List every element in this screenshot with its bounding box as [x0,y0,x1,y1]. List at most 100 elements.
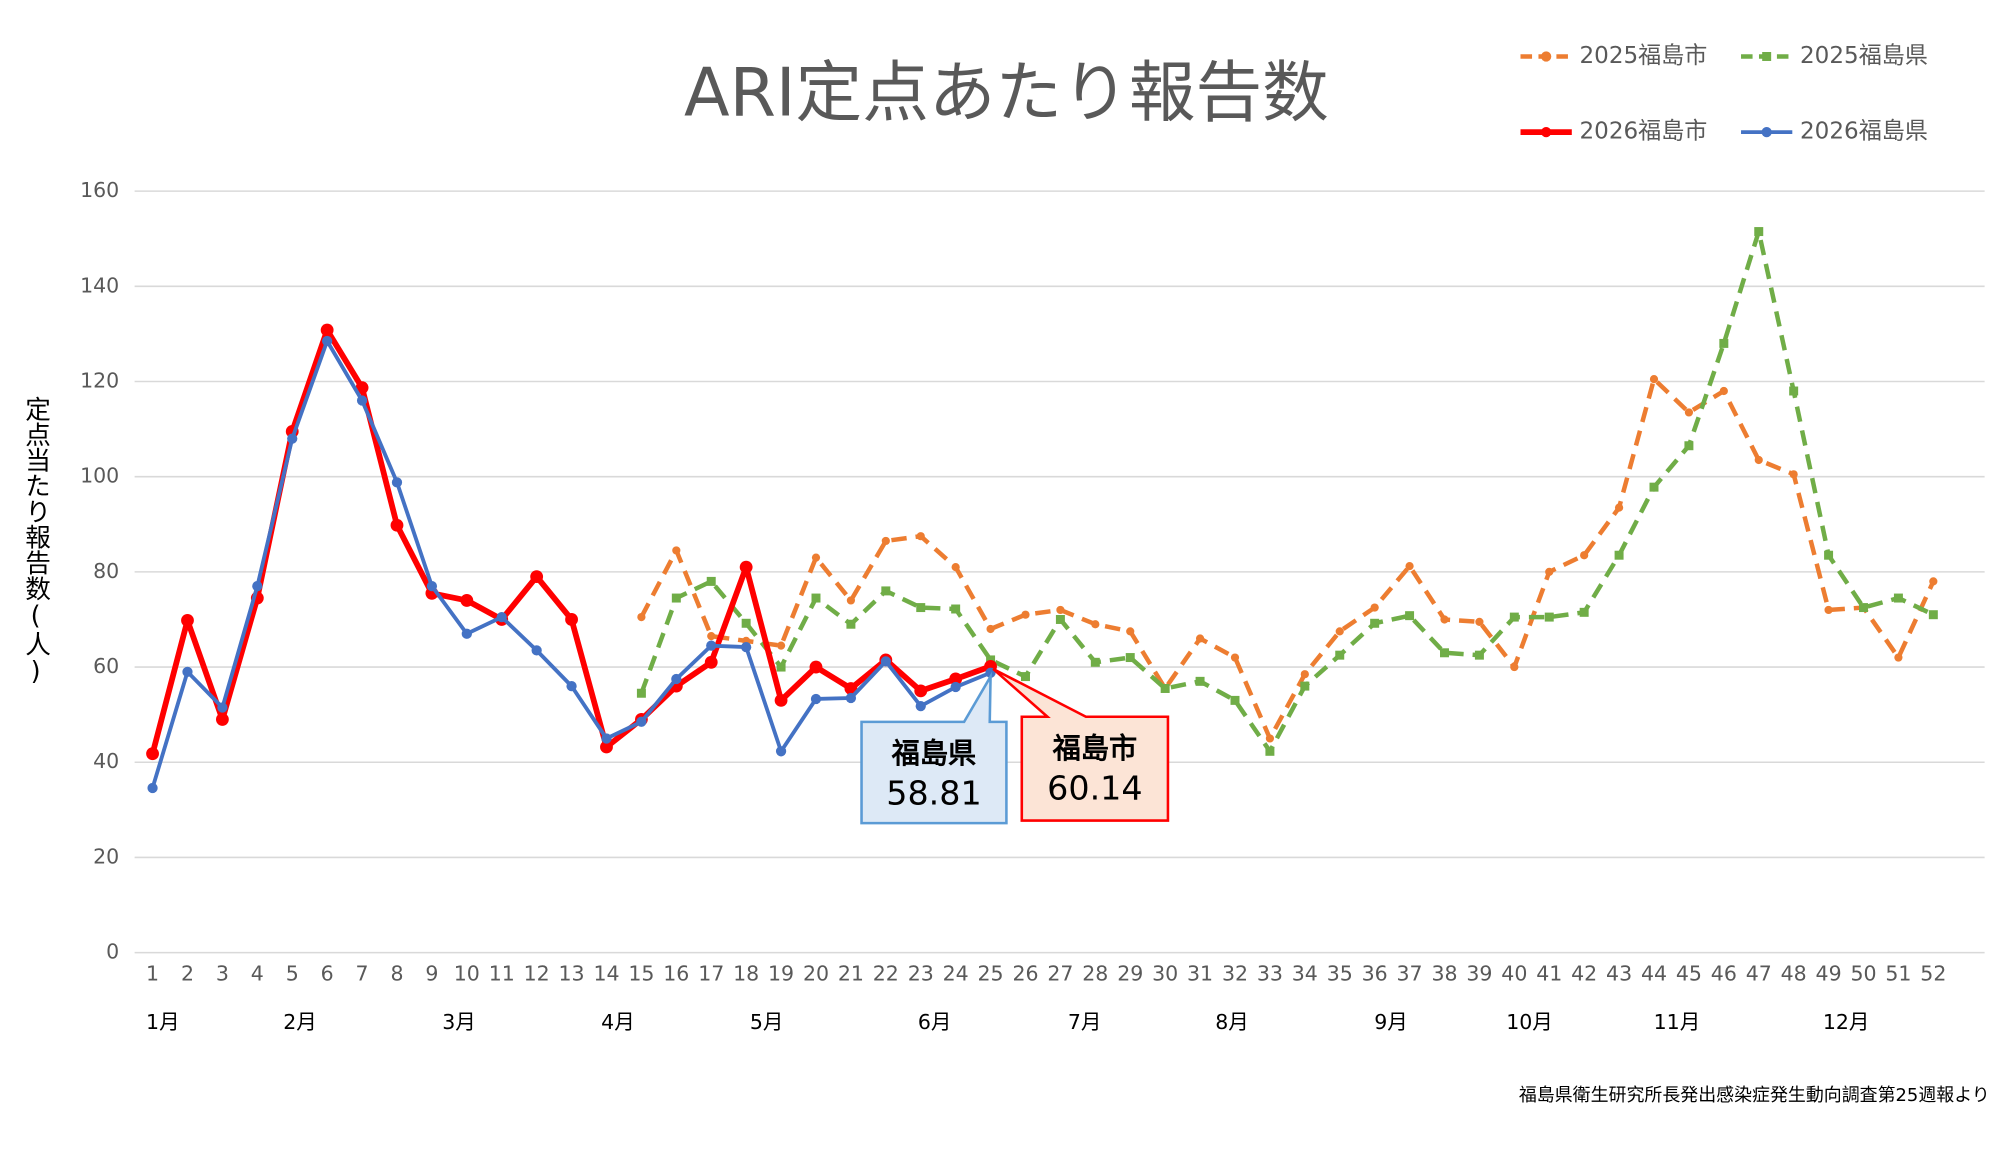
marker [1859,603,1868,613]
marker [1055,614,1065,624]
x-tick-label: 48 [1781,961,1807,985]
marker [951,604,961,614]
x-tick-label: 30 [1152,961,1178,985]
callout-label: 福島市 [1052,732,1138,765]
month-label: 10月 [1506,1010,1553,1034]
marker [1580,551,1589,560]
marker [1684,441,1694,451]
month-label: 8月 [1215,1010,1249,1034]
marker [1893,593,1903,603]
x-tick-label: 21 [838,961,864,985]
marker [706,640,717,651]
x-tick-label: 43 [1606,961,1632,985]
marker [322,335,333,347]
marker [1265,746,1275,756]
marker [566,680,577,692]
x-tick-label: 44 [1641,961,1667,985]
x-tick-label: 5 [286,961,299,985]
x-tick-label: 20 [803,961,829,985]
month-label: 12月 [1823,1010,1870,1034]
marker [775,746,787,757]
x-tick-label: 26 [1012,961,1038,985]
marker [496,611,507,623]
marker [287,433,298,444]
x-tick-label: 23 [908,961,934,985]
x-tick-label: 11 [489,961,515,985]
marker [916,532,925,541]
marker [1579,607,1589,617]
y-tick-label: 40 [93,749,119,773]
marker [880,656,891,667]
x-tick-label: 39 [1466,961,1492,985]
marker [1230,653,1240,662]
marker [950,681,961,693]
marker [916,603,926,613]
y-tick-label: 60 [93,654,119,678]
marker [846,596,856,605]
x-tick-label: 13 [559,961,585,985]
marker [181,614,194,627]
x-tick-label: 3 [216,961,229,985]
x-tick-label: 17 [698,961,724,985]
month-label: 6月 [918,1010,952,1034]
marker [531,645,542,656]
y-tick-label: 120 [80,368,119,392]
marker [986,655,996,665]
x-tick-label: 25 [978,961,1004,985]
marker [636,716,647,727]
x-tick-label: 14 [593,961,619,985]
x-tick-label: 33 [1257,961,1283,985]
legend-marker [1762,52,1772,61]
x-tick-label: 1 [146,961,159,985]
marker [1370,618,1380,628]
marker [1789,470,1798,479]
marker [600,740,613,754]
x-tick-label: 47 [1746,961,1772,985]
x-tick-label: 31 [1187,961,1213,985]
month-label: 5月 [750,1010,784,1034]
marker [1195,676,1205,686]
marker [914,684,928,698]
x-tick-label: 36 [1362,961,1388,985]
marker [391,477,403,488]
marker [739,560,753,574]
x-tick-label: 29 [1117,961,1143,985]
month-label: 4月 [601,1010,635,1034]
marker [811,593,821,603]
marker [1719,338,1729,348]
marker [146,747,159,761]
chart-title: ARI定点あたり報告数 [684,54,1329,132]
month-label: 2月 [283,1010,317,1034]
marker [1405,611,1415,621]
y-tick-label: 0 [106,940,119,964]
marker [672,546,681,555]
y-tick-label: 160 [80,178,119,202]
x-tick-label: 37 [1397,961,1423,985]
x-tick-label: 15 [628,961,654,985]
marker [915,700,926,712]
legend-marker [1761,127,1772,138]
marker [1335,650,1345,660]
marker [986,624,995,634]
marker [1090,657,1100,667]
marker [1614,550,1624,560]
month-label: 9月 [1374,1010,1408,1034]
marker [810,693,822,705]
marker [1649,375,1659,384]
callout-label: 福島県 [891,737,977,770]
marker [1265,734,1275,743]
x-tick-label: 9 [425,961,438,985]
callout-value: 58.81 [886,773,981,812]
x-tick-label: 49 [1816,961,1842,985]
marker [707,632,716,641]
marker [774,693,788,707]
month-label: 1月 [146,1010,180,1034]
marker [949,672,963,686]
callout-box [992,667,1170,822]
marker [1300,681,1310,691]
x-tick-label: 42 [1571,961,1597,985]
marker [881,586,891,596]
x-tick-label: 24 [943,961,969,985]
